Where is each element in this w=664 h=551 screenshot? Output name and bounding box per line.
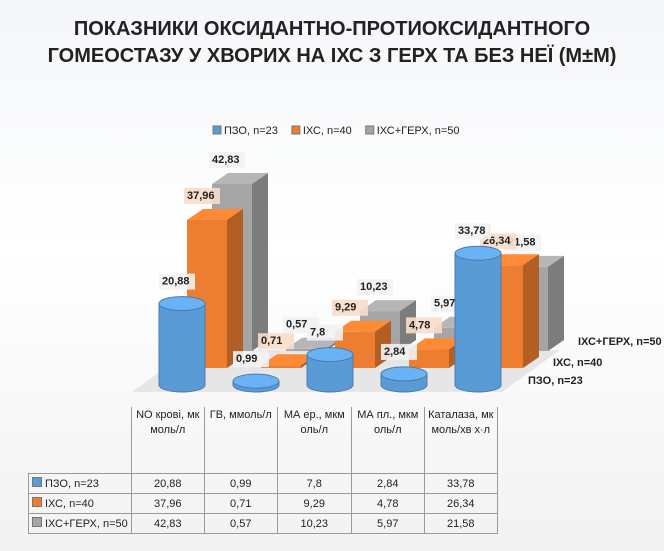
bar-top (360, 300, 416, 312)
value-label-box (233, 351, 269, 368)
value-label: 5,97 (434, 298, 455, 310)
legend-swatch (32, 517, 42, 527)
table-row: ПЗО, n=23 20,88 0,99 7,8 2,84 33,78 (28, 473, 498, 494)
table-value: 4,78 (350, 493, 425, 514)
value-label: 9,29 (335, 302, 356, 314)
legend-label: ІХС+ГЕРХ, n=50 (377, 125, 460, 137)
value-label-box (209, 151, 245, 168)
series-depth-label: ІХС, n=40 (553, 357, 602, 369)
bar-body (454, 252, 502, 393)
series-depth-label: ІХС+ГЕРХ, n=50 (578, 336, 662, 348)
table-legend: ІХС, n=40 (28, 493, 132, 514)
category-label: ГВ, ммоль/л (203, 407, 278, 474)
value-label-box (159, 273, 195, 290)
data-table: NO крові, мкмоль/л ГВ, ммоль/л МА ер., мкм… (28, 407, 498, 534)
table-value: 10,23 (276, 513, 352, 534)
value-label: 0,71 (261, 335, 282, 347)
table-value: 0,71 (203, 493, 278, 514)
series-depth-label: ПЗО, n=23 (528, 375, 583, 387)
value-label: 33,78 (458, 225, 486, 237)
value-label-box (258, 333, 294, 350)
bar-front (409, 349, 449, 368)
legend-swatch (212, 125, 222, 135)
bar-top (232, 373, 280, 389)
value-label: 2,84 (384, 346, 406, 358)
category-label: Каталаза, мкмоль/хв х·л (423, 407, 498, 474)
value-label: 4,78 (409, 319, 430, 331)
table-value: 37,96 (130, 493, 205, 514)
table-value: 5,97 (350, 513, 425, 534)
legend-swatch (32, 497, 42, 507)
value-label: 42,83 (212, 154, 240, 166)
bar (158, 296, 206, 393)
corner (29, 407, 132, 474)
table-legend: ПЗО, n=23 (28, 473, 132, 494)
legend-swatch (365, 125, 375, 135)
value-label-box (332, 299, 368, 316)
table-value: 0,57 (203, 513, 278, 534)
table-value: 20,88 (130, 473, 205, 494)
table-value: 33,78 (423, 473, 498, 494)
bar-top (187, 208, 243, 220)
value-label-box (455, 223, 491, 240)
table-value: 9,29 (276, 493, 352, 514)
bar-side (252, 172, 268, 351)
category-label: МА ер., мкмоль/л (276, 407, 352, 474)
series-name: ПЗО, n=23 (45, 478, 99, 490)
bar-side (227, 208, 243, 368)
legend-label: ПЗО, n=23 (224, 125, 278, 137)
bar-top (212, 172, 268, 184)
table-legend: ІХС+ГЕРХ, n=50 (28, 513, 132, 534)
value-label-box (307, 324, 343, 341)
bar-body (158, 303, 206, 393)
bar-top (306, 347, 354, 363)
table-value: 0,99 (203, 473, 278, 494)
bar-top (158, 296, 206, 312)
value-label: 0,57 (286, 319, 307, 331)
value-label: 10,23 (360, 281, 388, 293)
table-value: 26,34 (423, 493, 498, 514)
table-row: ІХС, n=40 37,96 0,71 9,29 4,78 26,34 (28, 493, 498, 514)
table-value: 42,83 (130, 513, 205, 534)
table-value: 21,58 (423, 513, 498, 534)
bar (306, 347, 354, 393)
value-label: 0,99 (236, 353, 257, 365)
category-label: NO крові, мкмоль/л (130, 407, 205, 474)
bar (454, 245, 502, 393)
bar-body (306, 354, 354, 393)
value-label: 20,88 (162, 275, 190, 287)
bar (409, 338, 465, 368)
bar-front (286, 348, 326, 351)
legend-swatch (291, 125, 301, 135)
bar-side (548, 255, 564, 351)
value-label-box (357, 279, 393, 296)
bar-top (335, 320, 391, 332)
bar-top (261, 354, 317, 366)
bar-side (523, 254, 539, 368)
bar-top (454, 245, 502, 261)
series-name: ІХС+ГЕРХ, n=50 (45, 518, 128, 530)
table-value: 2,84 (350, 473, 425, 494)
series-name: ІХС, n=40 (45, 498, 94, 510)
value-label-box (381, 343, 417, 360)
category-label: МА пл., мкмоль/л (350, 407, 425, 474)
value-label-box (406, 317, 442, 334)
value-label-box (184, 187, 220, 204)
bar (232, 373, 280, 393)
value-label: 7,8 (310, 326, 325, 338)
chart-title: ПОКАЗНИКИ ОКСИДАНТНО-ПРОТИОКСИДАНТНОГО Г… (47, 18, 617, 67)
value-label: 37,96 (187, 190, 215, 202)
table-value: 7,8 (276, 473, 352, 494)
legend-swatch (32, 477, 42, 487)
bar-top (380, 366, 428, 382)
bar-top (409, 338, 465, 350)
bar (380, 366, 428, 393)
legend-label: ІХС, n=40 (303, 125, 352, 137)
table-row: ІХС+ГЕРХ, n=50 42,83 0,57 10,23 5,97 21,58 (28, 513, 498, 534)
bar-front (261, 365, 301, 368)
